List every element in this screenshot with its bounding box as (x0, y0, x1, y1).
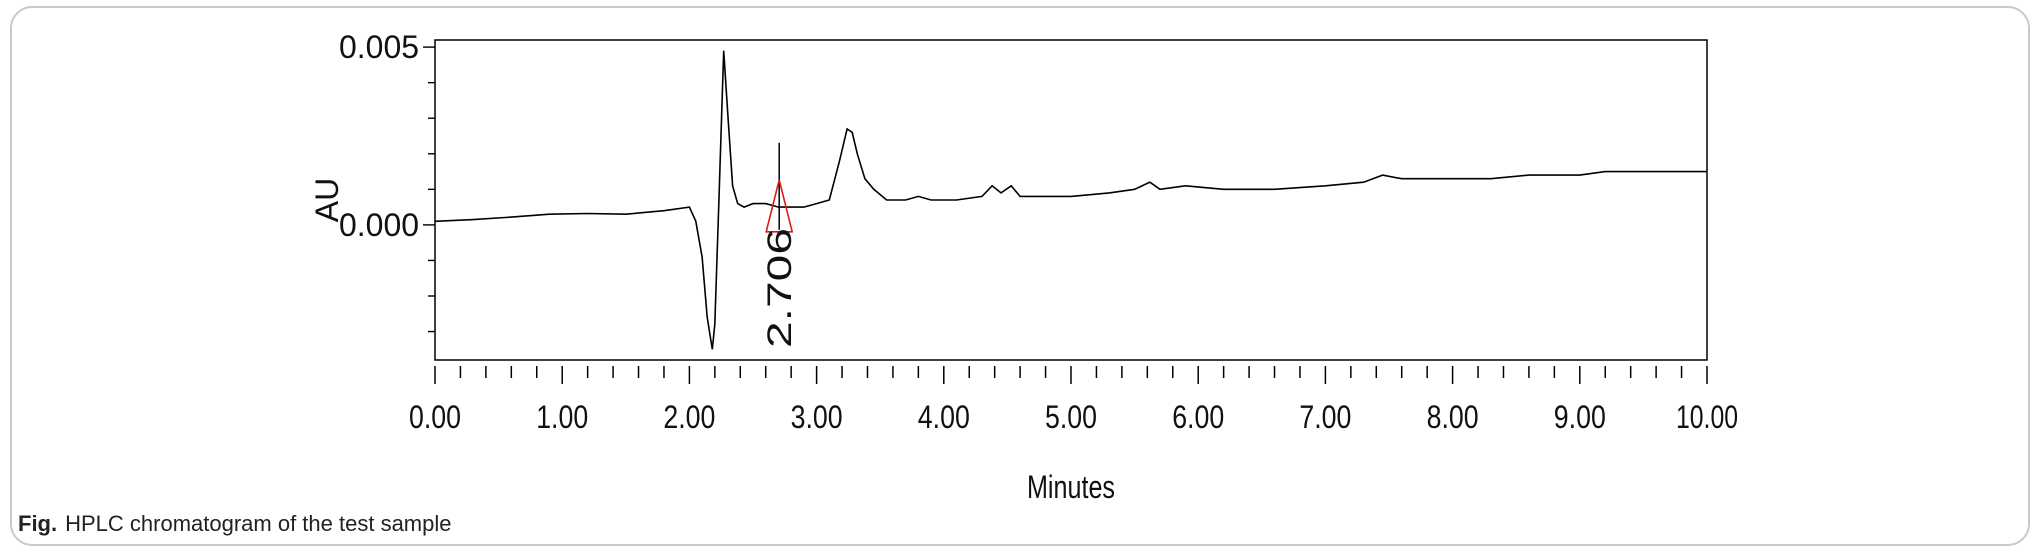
plot-area (434, 39, 1708, 361)
figure-frame (10, 6, 2030, 546)
x-tick-label: 1.00 (536, 399, 588, 435)
x-tick-label: 0.00 (409, 399, 461, 435)
chromatogram-trace (434, 50, 1707, 350)
caption-text: HPLC chromatogram of the test sample (65, 511, 452, 536)
y-axis-label: AU (309, 178, 345, 222)
x-tick-label: 10.00 (1676, 399, 1738, 435)
y-tick-label: 0.000 (339, 207, 419, 243)
caption-label: Fig. (18, 511, 58, 536)
x-tick-label: 8.00 (1427, 399, 1479, 435)
x-tick-label: 5.00 (1045, 399, 1097, 435)
y-tick-label: 0.005 (339, 29, 419, 65)
peak-retention-label: 2.706 (761, 228, 799, 348)
x-tick-label: 9.00 (1554, 399, 1606, 435)
x-tick-label: 6.00 (1172, 399, 1224, 435)
chromatogram-chart: 0.005 0.000 0.00 1.00 2.00 3.00 4.00 5.00 6.00 7… (309, 29, 1738, 505)
peak-triangle-marker (765, 179, 794, 233)
figure-caption: Fig. HPLC chromatogram of the test sample (18, 511, 452, 537)
x-tick-label: 2.00 (663, 399, 715, 435)
x-tick-label: 4.00 (918, 399, 970, 435)
x-tick-label: 7.00 (1299, 399, 1351, 435)
x-axis-label: Minutes (1027, 469, 1115, 505)
x-tick-label: 3.00 (791, 399, 843, 435)
